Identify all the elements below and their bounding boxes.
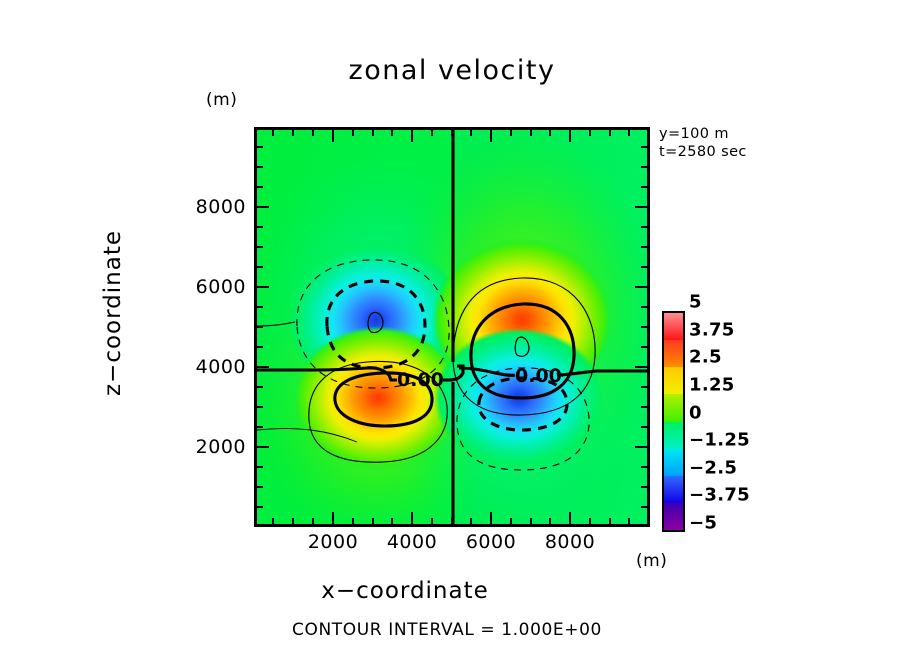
contour-line-negative-outer bbox=[296, 259, 450, 389]
colorbar-tick-label: 3.75 bbox=[689, 319, 735, 341]
contour-line-negative-outer-2 bbox=[456, 367, 590, 471]
zero-contour-left bbox=[257, 366, 397, 382]
y-axis-title-text: z−coordinate bbox=[100, 230, 126, 397]
plot-annotations: y=100 m t=2580 sec bbox=[659, 125, 747, 161]
contour-field: 0.00 0.00 bbox=[257, 130, 647, 524]
x-tick-label: 4000 bbox=[386, 531, 438, 553]
colorbar-tick-label: 0 bbox=[689, 402, 702, 424]
colorbar-band bbox=[664, 421, 683, 449]
contour-label-right: 0.00 bbox=[515, 365, 562, 387]
contour-line-negative-inner-2 bbox=[477, 376, 569, 432]
colorbar-band bbox=[664, 475, 683, 503]
contour-line-positive-inner bbox=[469, 302, 576, 400]
contour-line-positive-core bbox=[514, 336, 530, 357]
x-tick-label: 2000 bbox=[307, 531, 359, 553]
contour-line-negative-core bbox=[367, 311, 384, 334]
y-axis-unit-label: (m) bbox=[206, 90, 238, 110]
x-axis-title: x−coordinate bbox=[0, 578, 904, 604]
colorbar-band bbox=[664, 502, 683, 530]
x-axis-title-text: x−coordinate bbox=[321, 578, 489, 604]
annotation-y-value: y=100 m bbox=[659, 126, 729, 142]
colorbar-band bbox=[664, 340, 683, 368]
y-axis-title: z−coordinate bbox=[100, 188, 126, 438]
colorbar-tick-label: −5 bbox=[689, 512, 718, 534]
annotation-time-value: t=2580 sec bbox=[659, 144, 747, 160]
y-tick-label: 2000 bbox=[195, 436, 246, 458]
zero-contour-mid2 bbox=[458, 366, 516, 377]
contour-label-left: 0.00 bbox=[397, 369, 444, 391]
colorbar-tick-label: −3.75 bbox=[689, 485, 750, 507]
colorbar-tick-label: 2.5 bbox=[689, 346, 722, 368]
y-axis-tick-labels: 8000 6000 4000 2000 bbox=[182, 0, 246, 654]
colorbar-band bbox=[664, 313, 683, 341]
y-tick-label: 8000 bbox=[195, 196, 246, 218]
colorbar-band bbox=[664, 394, 683, 422]
x-tick-label: 6000 bbox=[465, 531, 517, 553]
colorbar-band bbox=[664, 448, 683, 476]
page-title: zonal velocity bbox=[348, 55, 556, 86]
zero-contour-mid bbox=[443, 364, 465, 382]
y-tick-label: 4000 bbox=[195, 356, 246, 378]
x-axis-unit-label: (m) bbox=[636, 551, 668, 571]
contour-interval-text: CONTOUR INTERVAL = 1.000E+00 bbox=[292, 620, 602, 640]
contour-line-faint-2 bbox=[257, 321, 296, 327]
colorbar-tick-label: 1.25 bbox=[689, 374, 735, 396]
axis-ticks bbox=[257, 130, 647, 524]
colorbar-band bbox=[664, 367, 683, 395]
x-tick-label: 8000 bbox=[544, 531, 596, 553]
contour-interval-caption: CONTOUR INTERVAL = 1.000E+00 bbox=[0, 620, 904, 640]
contour-plot-area: 0.00 0.00 bbox=[254, 127, 650, 527]
contour-line-faint-1 bbox=[257, 428, 358, 443]
zero-contour-right bbox=[556, 369, 647, 377]
colorbar-tick-label: −2.5 bbox=[689, 457, 738, 479]
colorbar-tick-label: −1.25 bbox=[689, 429, 750, 451]
contour-line-negative-inner bbox=[325, 279, 427, 370]
contour-line-positive-outer bbox=[452, 277, 596, 416]
colorbar-tick-label: 5 bbox=[689, 291, 702, 313]
colorbar-tick-labels: 5 3.75 2.5 1.25 0 −1.25 −2.5 −3.75 −5 bbox=[689, 292, 759, 534]
y-tick-label: 6000 bbox=[195, 276, 246, 298]
colorbar bbox=[662, 311, 685, 532]
contour-line-positive-inner-2 bbox=[333, 371, 434, 428]
